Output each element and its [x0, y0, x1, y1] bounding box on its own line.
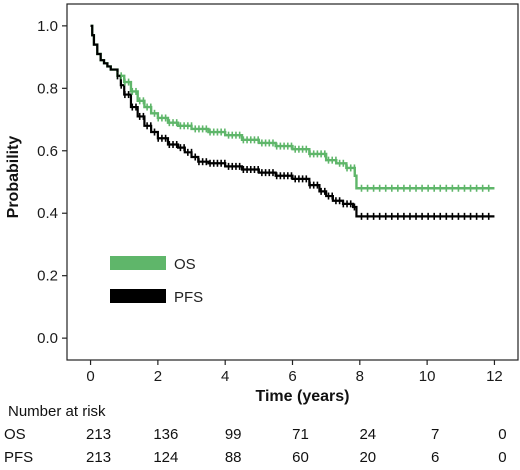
censor-marks [116, 72, 490, 220]
y-axis-label: Probability [5, 136, 22, 219]
risk-count-pfs: 60 [292, 449, 309, 466]
y-axis-ticks: 0.0 0.2 0.4 0.6 0.8 1.0 [37, 18, 67, 347]
risk-count-pfs: 6 [431, 449, 439, 466]
risk-count-os: 99 [225, 426, 242, 443]
y-tick-label: 0.6 [37, 143, 58, 160]
y-tick-label: 0.4 [37, 205, 58, 222]
risk-row-label-pfs: PFS [4, 449, 33, 466]
plot-frame [66, 3, 519, 361]
x-tick-label: 6 [288, 368, 296, 385]
risk-count-pfs: 88 [225, 449, 242, 466]
risk-table: Number at risk OS PFS 213 136 99 71 24 7 0 213 1… [4, 403, 507, 466]
x-tick-label: 0 [86, 368, 94, 385]
risk-count-os: 213 [86, 426, 111, 443]
curve-pfs [90, 24, 495, 218]
legend: OS PFS [110, 256, 203, 306]
risk-count-os: 71 [292, 426, 309, 443]
legend-swatch-os [110, 256, 166, 270]
y-tick-label: 1.0 [37, 18, 58, 35]
x-tick-label: 12 [486, 368, 503, 385]
risk-count-os: 7 [431, 426, 439, 443]
risk-table-title: Number at risk [8, 403, 106, 420]
y-tick-label: 0.0 [37, 330, 58, 347]
risk-count-os: 0 [498, 426, 506, 443]
risk-count-os: 136 [153, 426, 178, 443]
x-axis-label: Time (years) [256, 388, 350, 405]
x-axis-ticks: 0 2 4 6 8 10 12 [86, 360, 503, 385]
x-tick-label: 10 [419, 368, 436, 385]
legend-label-pfs: PFS [174, 289, 203, 306]
risk-count-os: 24 [359, 426, 376, 443]
survival-curves [90, 24, 495, 218]
risk-count-pfs: 0 [498, 449, 506, 466]
risk-row-label-os: OS [4, 426, 26, 443]
x-tick-label: 4 [221, 368, 229, 385]
legend-swatch-pfs [110, 289, 166, 303]
y-tick-label: 0.2 [37, 268, 58, 285]
x-tick-label: 8 [356, 368, 364, 385]
y-tick-label: 0.8 [37, 80, 58, 97]
plot-area: 0 2 4 6 8 10 12 0.0 0.2 0.4 0.6 0.8 1.0 [37, 3, 519, 385]
legend-label-os: OS [174, 256, 196, 273]
risk-count-pfs: 213 [86, 449, 111, 466]
x-tick-label: 2 [154, 368, 162, 385]
risk-count-pfs: 20 [359, 449, 376, 466]
risk-count-pfs: 124 [153, 449, 178, 466]
